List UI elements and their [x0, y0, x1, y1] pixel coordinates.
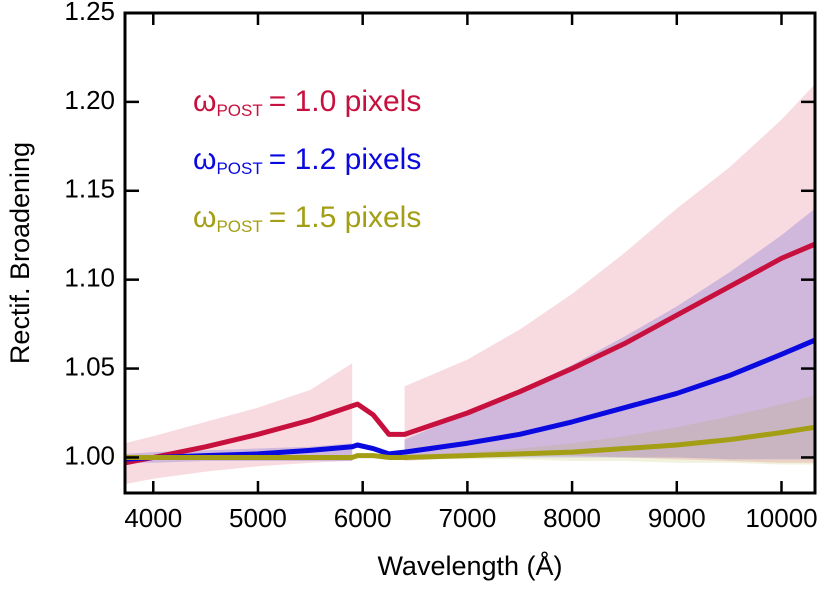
legend-subscript: POST	[216, 159, 262, 178]
legend-label: = 1.5 pixels	[269, 201, 422, 234]
y-axis-title: Rectif. Broadening	[5, 142, 35, 364]
legend-symbol: ω	[193, 143, 216, 176]
x-tick-label: 6000	[334, 503, 392, 533]
error-band	[404, 395, 815, 465]
legend-label: = 1.2 pixels	[269, 143, 422, 176]
y-tick-label: 1.15	[64, 174, 115, 204]
x-tick-label: 5000	[229, 503, 287, 533]
x-tick-label: 4000	[124, 503, 182, 533]
error-band	[404, 84, 815, 463]
x-axis-title: Wavelength (Å)	[377, 550, 562, 581]
x-tick-label: 9000	[648, 503, 706, 533]
legend-subscript: POST	[216, 101, 262, 120]
legend-entry: ωPOST = 1.2 pixels	[193, 143, 421, 179]
x-tick-label: 10000	[745, 503, 817, 533]
legend-symbol: ω	[193, 85, 216, 118]
legend-subscript: POST	[216, 217, 262, 236]
x-tick-label: 8000	[543, 503, 601, 533]
y-tick-label: 1.05	[64, 351, 115, 381]
legend-label: = 1.0 pixels	[269, 85, 422, 118]
series-line	[125, 337, 815, 462]
x-tick-label: 7000	[438, 503, 496, 533]
y-tick-label: 1.20	[64, 85, 115, 115]
y-tick-label: 1.25	[64, 0, 115, 26]
error-band	[125, 363, 353, 485]
y-tick-label: 1.00	[64, 440, 115, 470]
plot-frame	[123, 11, 817, 495]
series-line	[125, 424, 815, 460]
legend-symbol: ω	[193, 201, 216, 234]
bands	[125, 84, 815, 485]
legend-entry: ωPOST = 1.5 pixels	[193, 201, 421, 237]
lines	[125, 241, 815, 466]
series-line	[125, 241, 815, 466]
y-tick-label: 1.10	[64, 263, 115, 293]
legend-entry: ωPOST = 1.0 pixels	[193, 85, 421, 121]
